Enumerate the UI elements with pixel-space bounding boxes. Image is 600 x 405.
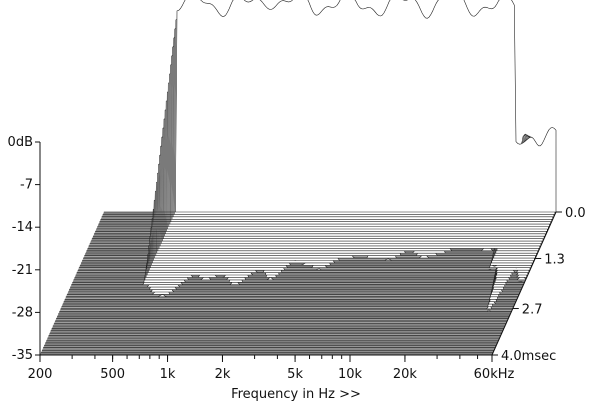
z-tick-label: 2.7 [522,303,543,318]
z-axis-ticks: 0.0 1.3 2.7 4.0msec [492,206,586,364]
y-axis-ticks: 0dB -7 -14 -21 -28 -35 [8,135,40,363]
decay-slice [59,309,512,312]
decay-slice [67,267,521,293]
decay-slice [60,304,513,310]
y-tick-label: -28 [12,305,33,320]
z-tick-label: 1.3 [544,252,565,267]
z-tick-label: 4.0msec [501,349,556,364]
x-axis-ticks: 200 500 1k 2k 5k 10k 20k 60kHz [28,355,515,382]
x-tick-label: 20k [393,367,418,382]
decay-slice [63,288,517,302]
decay-slice [61,298,514,307]
x-tick-label: 2k [215,367,231,382]
z-axis-line [491,211,557,356]
x-tick-label: 60kHz [474,367,515,382]
y-tick-label: -35 [12,348,33,363]
x-tick-label: 10k [338,367,363,382]
x-axis-title: Frequency in Hz >> [231,387,361,402]
decay-slice [64,282,518,300]
x-tick-label: 1k [160,367,176,382]
y-tick-label: -21 [12,263,33,278]
decay-slices [39,0,557,356]
x-tick-label: 200 [28,367,53,382]
decay-slice [62,293,516,305]
x-tick-label: 500 [100,367,125,382]
y-tick-label: -7 [20,178,33,193]
z-tick-label: 0.0 [565,206,586,221]
axes [39,142,557,356]
decay-slice [103,0,557,213]
decay-slice [66,272,520,295]
decay-slice [65,277,519,298]
y-tick-label: -14 [12,220,33,235]
x-tick-label: 5k [287,367,303,382]
y-tick-label: 0dB [8,135,33,150]
